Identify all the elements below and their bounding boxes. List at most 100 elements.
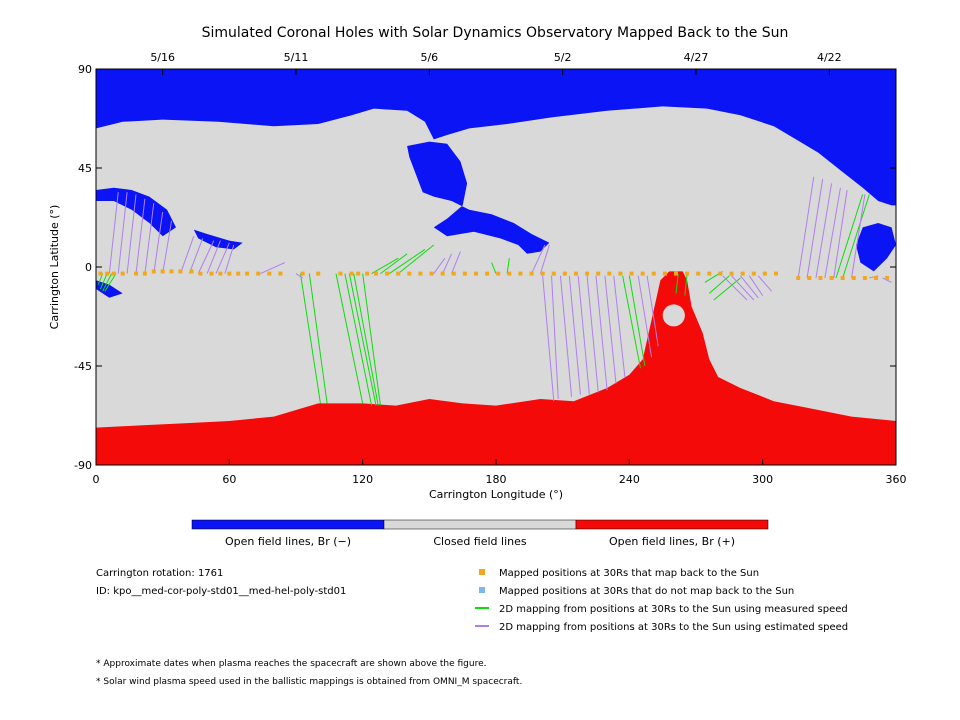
estimated-speed-line — [757, 275, 772, 292]
colorbar-label-negative: Open field lines, Br (−) — [225, 535, 351, 548]
mapped-position-point — [418, 271, 423, 276]
estimated-speed-line — [833, 189, 848, 279]
measured-speed-line — [842, 194, 870, 279]
x-axis-label: Carrington Longitude (°) — [429, 488, 563, 501]
measured-speed-line — [308, 273, 328, 404]
mapped-position-point — [518, 271, 523, 276]
mapped-position-point — [440, 271, 445, 276]
mapped-position-point — [485, 271, 490, 276]
x-tick-label: 300 — [752, 473, 773, 486]
mapped-position-point — [874, 276, 878, 280]
measured-speed-line — [335, 273, 364, 404]
y-tick-label: -90 — [74, 459, 92, 472]
estimated-speed-line — [613, 275, 626, 378]
legend-swatch-mapped — [479, 569, 485, 575]
mapped-position-point — [338, 271, 343, 276]
measured-speed-line — [99, 273, 108, 290]
estimated-speed-line — [442, 253, 453, 274]
measured-speed-line — [675, 273, 679, 294]
mapped-position-point — [316, 271, 321, 276]
x-tick-label: 240 — [619, 473, 640, 486]
colorbar-negative — [191, 519, 385, 530]
mapped-position-point — [740, 271, 745, 276]
estimated-speed-line — [224, 244, 235, 274]
mapped-position-point — [396, 271, 401, 276]
estimated-speed-line — [551, 275, 559, 400]
date-tick-label: 4/27 — [684, 51, 709, 64]
estimated-speed-line — [179, 236, 195, 274]
mapped-position-point — [105, 271, 110, 276]
mapping-lines — [97, 176, 892, 406]
estimated-speed-line — [824, 187, 841, 279]
legend-text-mapped: Mapped positions at 30Rs that map back t… — [499, 568, 759, 579]
estimated-speed-line — [740, 275, 759, 299]
mapped-position-point — [651, 271, 656, 276]
measured-speed-line — [344, 273, 373, 406]
date-tick-label: 4/22 — [817, 51, 842, 64]
mapped-position-point — [120, 271, 125, 276]
mapped-position-point — [529, 271, 534, 276]
mapped-position-point — [198, 271, 203, 276]
y-tick-label: 45 — [78, 162, 92, 175]
mapped-position-point — [796, 276, 801, 280]
estimated-speed-line — [108, 192, 119, 274]
mapped-position-point — [818, 276, 823, 280]
y-tick-label: -45 — [74, 360, 92, 373]
colorbar-label-positive: Open field lines, Br (+) — [609, 535, 735, 548]
estimated-speed-line — [539, 244, 550, 274]
mapped-position-point — [462, 271, 467, 276]
measured-speed-line — [102, 273, 113, 292]
axes: 0 60 120 180 240 300 360 90 45 0 -45 -90 5/16 5/11 5/6… — [74, 51, 906, 486]
positive-polar-region — [96, 271, 896, 465]
x-tick-label: 180 — [486, 473, 507, 486]
estimated-speed-line — [135, 198, 146, 274]
measured-speed-line — [506, 258, 510, 274]
mapped-position-point — [300, 271, 305, 276]
mapped-position-point — [178, 269, 183, 274]
measured-speed-line — [835, 194, 864, 279]
mapped-position-point — [278, 271, 283, 276]
mapped-position-point — [349, 271, 354, 276]
mapped-position-point — [596, 271, 601, 276]
measured-speed-line — [628, 275, 646, 367]
mapped-position-point — [507, 271, 512, 276]
estimated-speed-line — [188, 238, 204, 274]
estimated-speed-line — [586, 275, 599, 393]
measured-speed-line — [397, 244, 435, 274]
legend-text-measured: 2D mapping from positions at 30Rs to the… — [499, 604, 848, 615]
estimated-speed-line — [197, 240, 215, 274]
estimated-speed-line — [433, 257, 446, 274]
run-id: ID: kpo__med-cor-poly-std01__med-hel-pol… — [96, 586, 346, 597]
mapped-position-point — [707, 271, 712, 276]
mapped-position-point — [496, 271, 501, 276]
measured-speed-line — [348, 273, 377, 406]
y-axis-label: Carrington Latitude (°) — [48, 205, 61, 330]
measured-speed-line — [713, 277, 741, 301]
estimated-speed-line — [153, 211, 164, 274]
estimated-speed-line — [797, 176, 815, 279]
estimated-speed-line — [451, 251, 461, 274]
mapped-position-point — [451, 271, 456, 276]
mapped-position-point — [169, 269, 174, 274]
mapped-position-point — [365, 271, 370, 276]
estimated-speed-line — [604, 275, 617, 384]
mapped-position-point — [160, 269, 165, 274]
mapped-position-point — [629, 271, 634, 276]
legend-text-unmapped: Mapped positions at 30Rs that do not map… — [499, 586, 794, 597]
mapped-position-point — [151, 269, 156, 274]
mapped-position-point — [209, 271, 214, 276]
measured-speed-line — [491, 262, 497, 274]
x-tick-label: 0 — [93, 473, 100, 486]
mapped-position-point — [618, 271, 623, 276]
mapped-position-point — [111, 271, 116, 276]
measured-speed-line — [389, 248, 426, 275]
estimated-speed-line — [731, 275, 755, 301]
negative-island-east-limb — [856, 223, 896, 272]
date-tick-label: 5/2 — [554, 51, 572, 64]
colorbar-closed — [383, 519, 577, 530]
estimated-speed-line — [215, 242, 230, 274]
negative-polar-region — [96, 69, 896, 206]
mapped-position-point — [807, 276, 812, 280]
measured-speed-line — [380, 253, 408, 275]
